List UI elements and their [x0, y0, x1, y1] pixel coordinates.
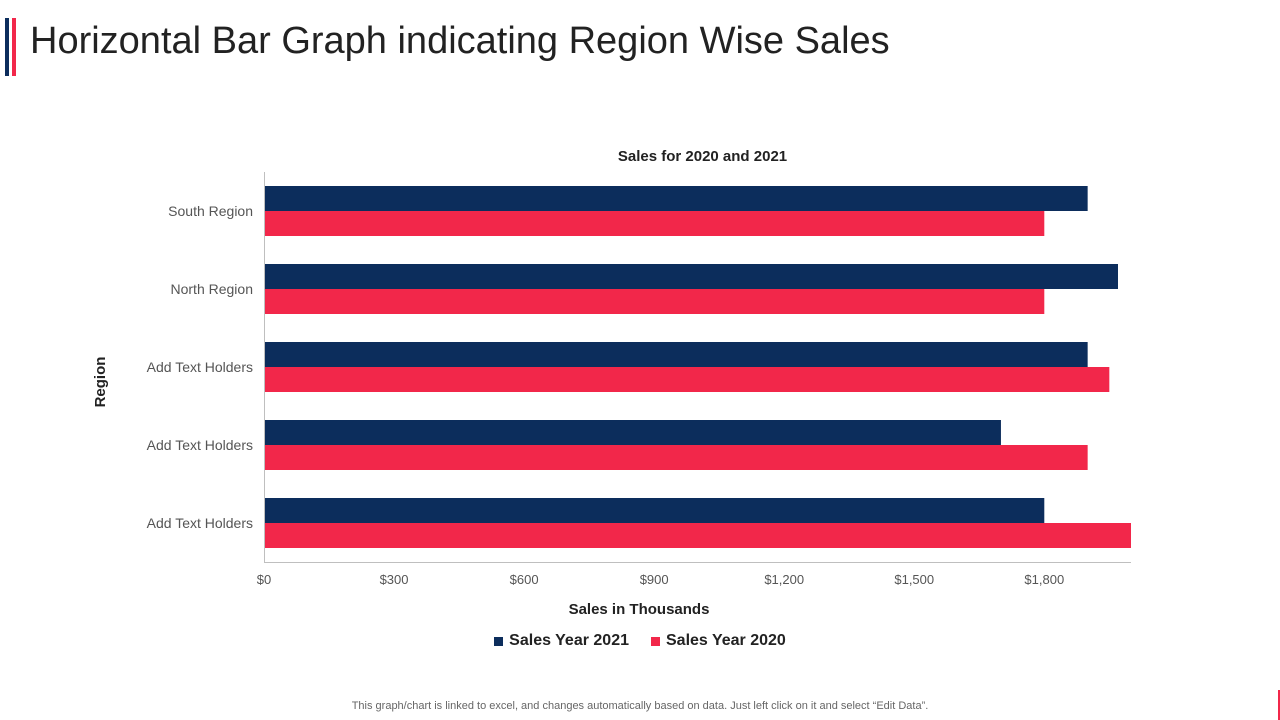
bar-sales-2021-0 — [265, 186, 1088, 211]
x-axis-title: Sales in Thousands — [569, 601, 710, 618]
category-label-4: Add Text Holders — [147, 515, 253, 531]
bar-sales-2020-2 — [265, 367, 1110, 392]
bar-sales-2020-0 — [265, 211, 1045, 236]
bar-sales-2020-4 — [265, 523, 1131, 548]
bar-sales-2021-1 — [265, 264, 1118, 289]
title-accent-bar-red — [12, 18, 16, 76]
footer-note: This graph/chart is linked to excel, and… — [351, 700, 929, 712]
bar-sales-2021-2 — [265, 342, 1088, 367]
category-label-1: North Region — [171, 281, 254, 297]
x-tick-label-1: $300 — [380, 572, 409, 587]
legend-item-sales-2020: Sales Year 2020 — [651, 632, 786, 650]
x-tick-label-6: $1,800 — [1024, 572, 1064, 587]
x-tick-label-5: $1,500 — [894, 572, 934, 587]
category-label-2: Add Text Holders — [147, 359, 253, 375]
category-label-3: Add Text Holders — [147, 437, 253, 453]
slide-title: Horizontal Bar Graph indicating Region W… — [30, 20, 890, 62]
chart-title: Sales for 2020 and 2021 — [618, 148, 787, 165]
bar-sales-2020-1 — [265, 289, 1045, 314]
legend-swatch — [651, 636, 660, 646]
x-tick-label-0: $0 — [257, 572, 271, 587]
legend-item-sales-2021: Sales Year 2021 — [494, 632, 629, 650]
bar-sales-2021-3 — [265, 420, 1001, 445]
x-tick-label-3: $900 — [640, 572, 669, 587]
bar-sales-2021-4 — [265, 498, 1045, 523]
chart-legend: Sales Year 2021 Sales Year 2020 — [0, 632, 1280, 650]
title-accent-bar-navy — [5, 18, 9, 76]
bar-sales-2020-3 — [265, 445, 1088, 470]
legend-label: Sales Year 2021 — [509, 632, 629, 649]
y-axis-title: Region — [92, 357, 109, 408]
corner-accent — [1278, 690, 1280, 720]
legend-label: Sales Year 2020 — [666, 632, 786, 649]
legend-swatch — [494, 636, 504, 646]
x-tick-label-4: $1,200 — [764, 572, 804, 587]
x-tick-label-2: $600 — [510, 572, 539, 587]
category-label-0: South Region — [168, 203, 253, 219]
